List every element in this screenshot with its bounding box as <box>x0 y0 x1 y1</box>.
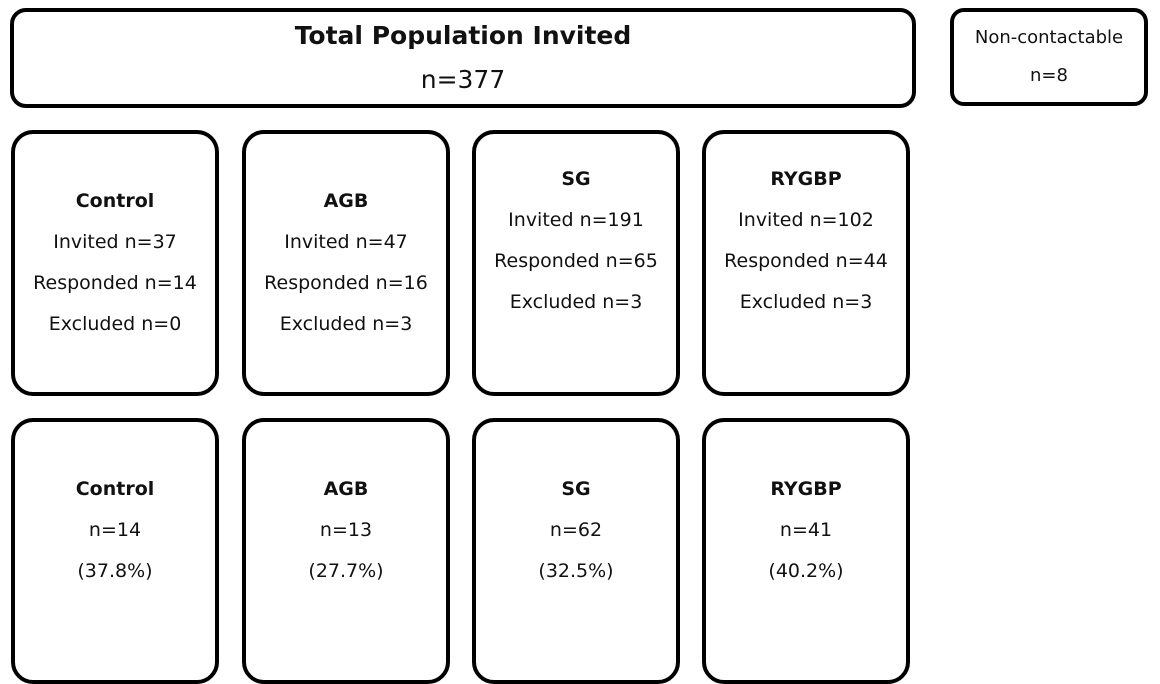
group-box-rygbp: RYGBP Invited n=102 Responded n=44 Exclu… <box>702 130 910 396</box>
group-box-control: Control Invited n=37 Responded n=14 Excl… <box>11 130 219 396</box>
result-box-sg: SG n=62 (32.5%) <box>472 418 680 684</box>
result-name: SG <box>561 477 591 500</box>
group-name: Control <box>75 190 155 212</box>
result-name: Control <box>75 477 155 500</box>
group-invited: Invited n=191 <box>508 209 644 231</box>
total-population-title: Total Population Invited <box>294 21 632 50</box>
group-excluded: Excluded n=0 <box>48 313 182 335</box>
result-count: n=62 <box>549 518 603 541</box>
noncontactable-count: n=8 <box>1030 65 1068 86</box>
result-count: n=14 <box>88 518 142 541</box>
result-box-rygbp: RYGBP n=41 (40.2%) <box>702 418 910 684</box>
group-responded: Responded n=65 <box>494 250 658 272</box>
group-responded: Responded n=16 <box>264 272 428 294</box>
group-excluded: Excluded n=3 <box>739 291 873 313</box>
result-box-control: Control n=14 (37.8%) <box>11 418 219 684</box>
group-invited: Invited n=37 <box>53 231 177 253</box>
result-count: n=13 <box>319 518 373 541</box>
result-percent: (27.7%) <box>308 559 384 582</box>
result-name: AGB <box>323 477 369 500</box>
group-name: AGB <box>323 190 369 212</box>
result-box-agb: AGB n=13 (27.7%) <box>242 418 450 684</box>
noncontactable-label: Non-contactable <box>974 27 1124 48</box>
group-invited: Invited n=102 <box>738 209 874 231</box>
group-box-sg: SG Invited n=191 Responded n=65 Excluded… <box>472 130 680 396</box>
noncontactable-box: Non-contactable n=8 <box>950 8 1148 106</box>
result-name: RYGBP <box>770 477 842 500</box>
group-name: SG <box>561 168 591 190</box>
result-percent: (40.2%) <box>768 559 844 582</box>
group-invited: Invited n=47 <box>284 231 408 253</box>
group-name: RYGBP <box>770 168 842 190</box>
group-box-agb: AGB Invited n=47 Responded n=16 Excluded… <box>242 130 450 396</box>
group-excluded: Excluded n=3 <box>509 291 643 313</box>
group-responded: Responded n=44 <box>724 250 888 272</box>
result-percent: (32.5%) <box>538 559 614 582</box>
group-responded: Responded n=14 <box>33 272 197 294</box>
group-excluded: Excluded n=3 <box>279 313 413 335</box>
total-population-box: Total Population Invited n=377 <box>10 8 916 108</box>
result-count: n=41 <box>779 518 833 541</box>
total-population-count: n=377 <box>420 65 506 94</box>
result-percent: (37.8%) <box>77 559 153 582</box>
